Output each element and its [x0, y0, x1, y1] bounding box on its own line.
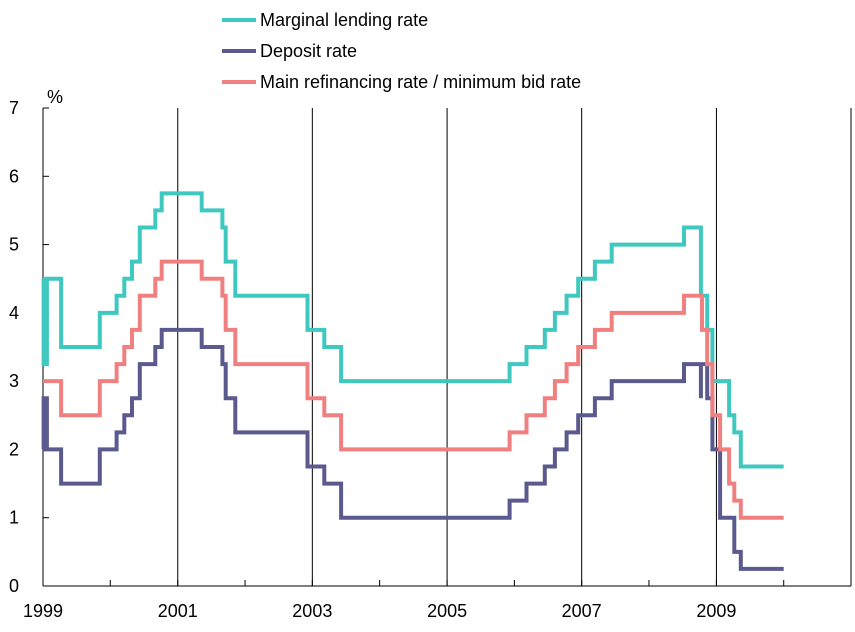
x-axis-ticks: 1999 2001 2003 2005 2007 2009	[23, 580, 785, 621]
y-tick-label-7: 7	[9, 98, 19, 118]
legend-item-main-refinancing-rate: Main refinancing rate / minimum bid rate	[222, 66, 581, 97]
x-tick-label-2001: 2001	[158, 601, 198, 621]
chart-legend: Marginal lending rate Deposit rate Main …	[222, 4, 581, 97]
series-line-marginal-lending-rate	[41, 191, 784, 469]
legend-swatch-main-refinancing-rate	[222, 79, 256, 84]
x-tick-label-1999: 1999	[23, 601, 63, 621]
y-tick-label-6: 6	[9, 166, 19, 186]
y-tick-label-3: 3	[9, 371, 19, 391]
series-line-deposit-rate	[41, 327, 784, 571]
x-tick-label-2003: 2003	[292, 601, 332, 621]
legend-swatch-deposit-rate	[222, 48, 256, 53]
legend-label-marginal-lending-rate: Marginal lending rate	[260, 9, 429, 30]
y-tick-label-2: 2	[9, 439, 19, 459]
legend-label-main-refinancing-rate: Main refinancing rate / minimum bid rate	[260, 71, 582, 92]
legend-item-deposit-rate: Deposit rate	[222, 35, 581, 66]
y-tick-label-4: 4	[9, 303, 19, 323]
y-axis-unit-label: %	[47, 87, 63, 107]
y-tick-label-5: 5	[9, 235, 19, 255]
series-line-main-refinancing-rate-minimum-bid-rate	[43, 259, 784, 520]
x-tick-label-2009: 2009	[696, 601, 736, 621]
legend-item-marginal-lending-rate: Marginal lending rate	[222, 4, 581, 35]
y-tick-label-1: 1	[9, 508, 19, 528]
legend-swatch-marginal-lending-rate	[222, 17, 256, 22]
y-axis-ticks: 0 1 2 3 4 5 6 7	[9, 98, 49, 596]
series-lines	[41, 191, 784, 571]
legend-label-deposit-rate: Deposit rate	[260, 40, 358, 61]
y-tick-label-0: 0	[9, 576, 19, 596]
x-tick-label-2007: 2007	[562, 601, 602, 621]
x-tick-label-2005: 2005	[427, 601, 467, 621]
grid-lines	[177, 108, 717, 586]
